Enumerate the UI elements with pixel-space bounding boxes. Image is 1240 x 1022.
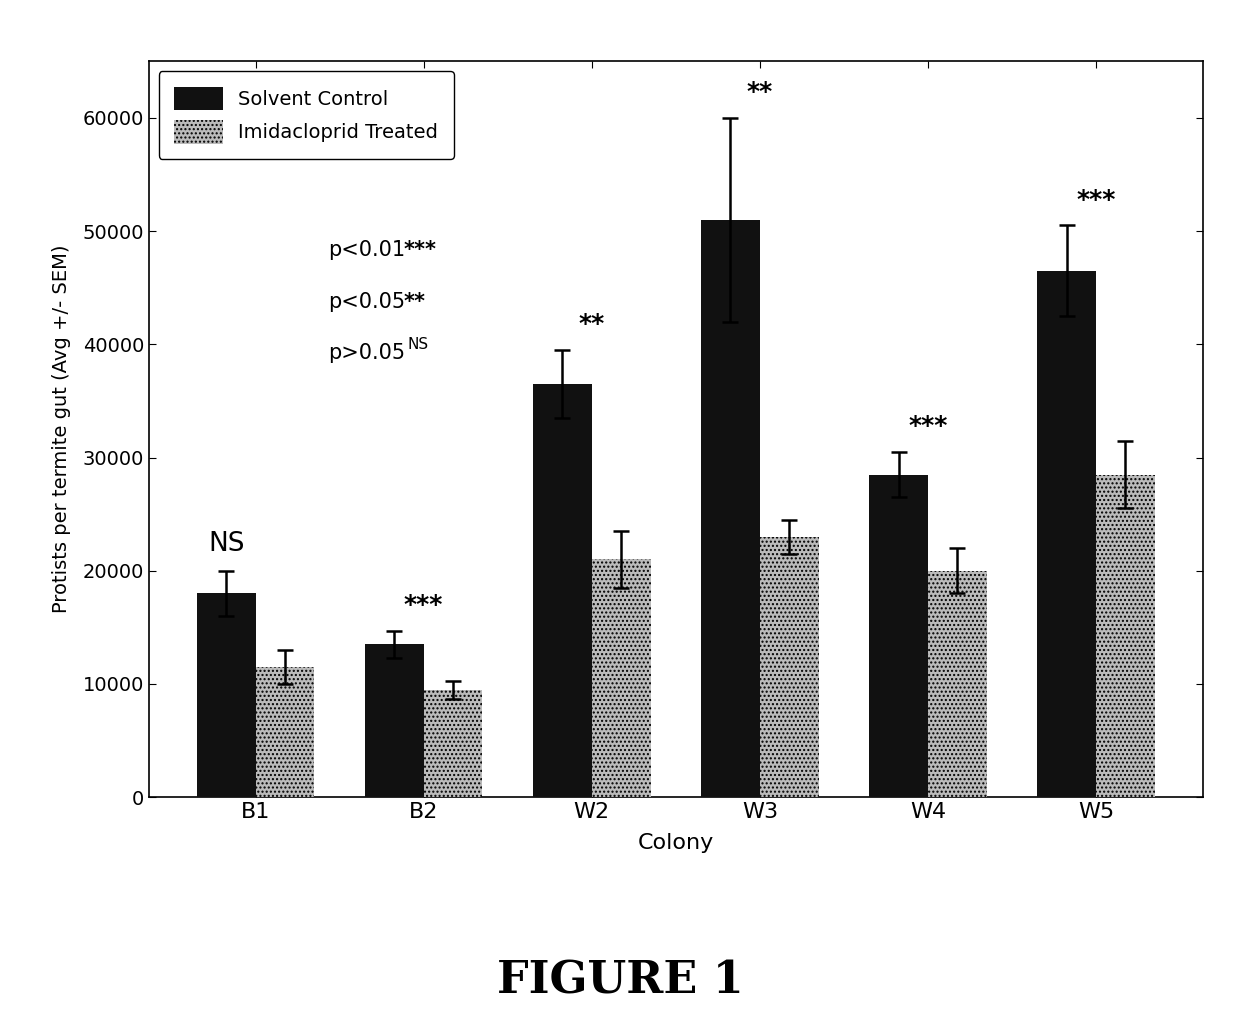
Text: p>0.05: p>0.05 [327,343,405,363]
X-axis label: Colony: Colony [637,833,714,853]
Text: NS: NS [208,531,244,557]
Bar [255,667,315,797]
Bar [365,644,424,797]
Bar [424,690,482,797]
Text: **: ** [404,291,425,312]
Text: ***: *** [404,240,436,260]
Bar [701,220,760,797]
Bar [197,594,255,797]
Text: p<0.05: p<0.05 [327,291,405,312]
Bar [1096,474,1154,797]
Bar [869,474,928,797]
Bar [760,537,818,797]
Legend: Solvent Control, Imidacloprid Treated: Solvent Control, Imidacloprid Treated [159,72,454,159]
Text: p<0.01: p<0.01 [327,240,405,260]
Bar [928,570,987,797]
Bar [1037,271,1096,797]
Text: ***: *** [1076,188,1116,212]
Bar [591,559,651,797]
Text: NS: NS [407,337,428,352]
Text: FIGURE 1: FIGURE 1 [497,960,743,1003]
Y-axis label: Protists per termite gut (Avg +/- SEM): Protists per termite gut (Avg +/- SEM) [52,245,72,613]
Text: **: ** [579,313,605,336]
Text: ***: *** [908,414,947,438]
Text: ***: *** [404,593,444,617]
Text: **: ** [746,81,773,104]
Bar [533,384,591,797]
